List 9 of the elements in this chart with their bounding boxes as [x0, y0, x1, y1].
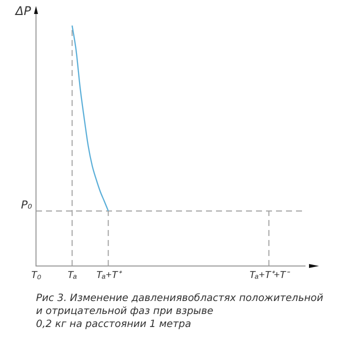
text: 0,2 кг на расстоянии 1 метра [36, 318, 192, 331]
text: Рис 3. Изменение давлениявобластях положительной [36, 292, 324, 305]
x-tick-label: T₀ [30, 270, 42, 281]
x-tick-label: Tₐ+T⁺+T⁻ [249, 270, 291, 281]
y-axis-title: ΔP [14, 4, 32, 18]
text: и отрицательной фаз при взрыве [36, 305, 214, 318]
x-tick-label: Tₐ [67, 270, 78, 281]
x-tick-label: Tₐ+T⁺ [96, 270, 123, 281]
ref-line-label: P₀ [20, 198, 33, 212]
